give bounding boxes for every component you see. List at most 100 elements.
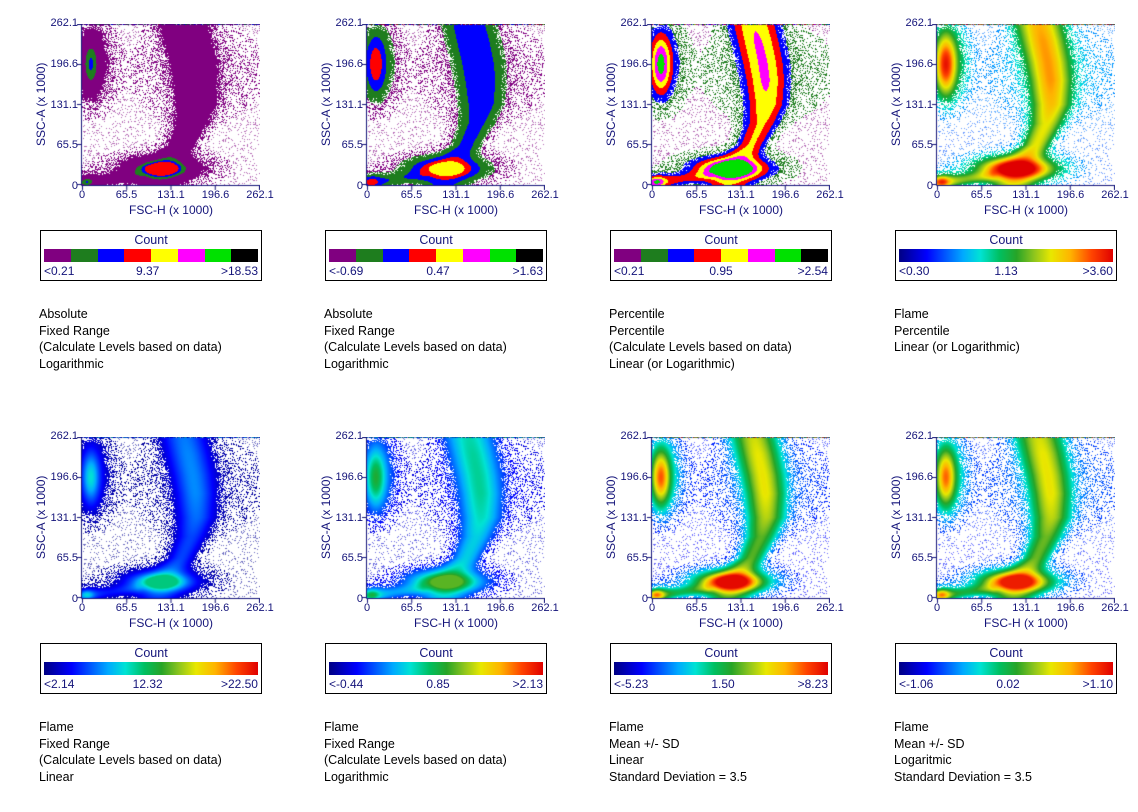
tick-label: 196.6: [771, 602, 800, 614]
tick-label: 262.1: [246, 189, 274, 201]
caption-line: Absolute: [39, 307, 88, 321]
tick-label: 196.6: [905, 57, 933, 70]
legend-title: Count: [989, 646, 1023, 660]
tick-label: 131.1: [905, 511, 933, 524]
legend-mid-value: 9.37: [135, 264, 160, 278]
x-axis-ticks: 0 65.5 131.1 196.6 262.1: [630, 602, 852, 614]
tick-label: 131.1: [157, 602, 185, 614]
caption-line: Linear: [39, 769, 74, 784]
x-axis-label: FSC-H (x 1000): [128, 203, 214, 217]
tick-label: 196.6: [1056, 602, 1085, 614]
caption-line: Percentile: [609, 323, 665, 338]
tick-label: 196.6: [50, 470, 78, 483]
tick-label: 131.1: [335, 511, 363, 524]
legend-max-value: >2.54: [797, 264, 828, 278]
tick-label: 196.6: [620, 470, 648, 483]
legend-values: <0.21 9.37 >18.53: [41, 263, 261, 278]
caption-line: Flame: [609, 720, 644, 734]
tick-label: 0: [78, 189, 86, 201]
legend-mid-value: 1.50: [711, 677, 735, 691]
x-axis-label: FSC-H (x 1000): [128, 616, 214, 630]
x-axis-label: FSC-H (x 1000): [983, 203, 1069, 217]
tick-label: 262.1: [531, 189, 559, 201]
caption-line: Linear (or Logarithmic): [894, 340, 1020, 354]
count-legend: Count <-1.06 0.02 >1.10: [895, 643, 1117, 694]
tick-label: 262.1: [816, 189, 844, 201]
density-scatter-canvas: [931, 24, 1115, 191]
y-axis-ticks: 262.1 196.6 131.1 65.5 0: [897, 17, 933, 192]
legend-min-value: <0.21: [44, 264, 75, 278]
tick-label: 65.5: [400, 189, 423, 201]
palette-swatch: [355, 249, 383, 262]
tick-label: 262.1: [905, 17, 933, 29]
caption-line: Flame: [39, 720, 74, 734]
tick-label: 131.1: [335, 98, 363, 111]
legend-values: <-0.69 0.47 >1.63: [326, 263, 546, 278]
caption-line: Logarithmic: [324, 769, 389, 784]
y-axis-ticks: 262.1 196.6 131.1 65.5 0: [897, 430, 933, 605]
caption-line: Absolute: [324, 307, 373, 321]
plot-panel: SSC-A (x 1000) 262.1 196.6 131.1 65.5 0 …: [600, 417, 885, 812]
palette-swatch: [747, 249, 775, 262]
y-axis-ticks: 262.1 196.6 131.1 65.5 0: [612, 17, 648, 192]
palette-swatch: [694, 249, 721, 262]
legend-mid-value: 0.47: [426, 264, 450, 278]
tick-label: 196.6: [1056, 189, 1085, 201]
panel-caption: Percentile Percentile (Calculate Levels …: [609, 306, 881, 372]
palette-swatch: [774, 249, 802, 262]
tick-label: 65.5: [56, 139, 78, 152]
tick-label: 65.5: [626, 139, 648, 152]
x-axis-label: FSC-H (x 1000): [983, 616, 1069, 630]
legend-min-value: <-5.23: [614, 677, 649, 691]
tick-label: 65.5: [911, 552, 933, 565]
tick-label: 0: [71, 593, 78, 605]
legend-mid-value: 0.95: [709, 264, 733, 278]
legend-title: Count: [989, 233, 1023, 247]
caption-line: Flame: [894, 307, 929, 321]
legend-mid-value: 12.32: [132, 677, 163, 691]
panel-caption: Flame Fixed Range (Calculate Levels base…: [324, 719, 596, 785]
tick-label: 131.1: [442, 189, 470, 201]
tick-label: 196.6: [905, 470, 933, 483]
x-axis-ticks: 0 65.5 131.1 196.6 262.1: [915, 602, 1137, 614]
tick-label: 131.1: [620, 98, 648, 111]
legend-min-value: <0.30: [899, 264, 930, 278]
colormap-bar: [329, 249, 543, 262]
x-axis-ticks: 0 65.5 131.1 196.6 262.1: [345, 189, 567, 201]
tick-label: 196.6: [335, 470, 363, 483]
caption-line: Fixed Range: [39, 323, 110, 338]
tick-label: 0: [356, 593, 363, 605]
caption-line: Logarithmic: [324, 356, 389, 371]
tick-label: 65.5: [341, 552, 363, 565]
panel-caption: Flame Fixed Range (Calculate Levels base…: [39, 719, 311, 785]
tick-label: 196.6: [486, 189, 515, 201]
tick-label: 65.5: [685, 602, 708, 614]
tick-label: 65.5: [56, 552, 78, 565]
count-legend: Count <2.14 12.32 >22.50: [40, 643, 262, 694]
tick-label: 0: [78, 602, 86, 614]
tick-label: 131.1: [727, 602, 755, 614]
x-axis-label: FSC-H (x 1000): [698, 616, 784, 630]
plot-panel: SSC-A (x 1000) 262.1 196.6 131.1 65.5 0 …: [30, 4, 315, 417]
x-axis-ticks: 0 65.5 131.1 196.6 262.1: [630, 189, 852, 201]
tick-label: 262.1: [816, 602, 844, 614]
tick-label: 0: [363, 189, 371, 201]
caption-line: Logaritmic: [894, 753, 952, 767]
tick-label: 0: [933, 602, 941, 614]
caption-line: Mean +/- SD: [894, 736, 965, 751]
plot-panel: SSC-A (x 1000) 262.1 196.6 131.1 65.5 0 …: [315, 417, 600, 812]
colormap-bar: [899, 249, 1113, 262]
tick-label: 131.1: [727, 189, 755, 201]
legend-max-value: >8.23: [797, 677, 828, 691]
tick-label: 65.5: [341, 139, 363, 152]
tick-label: 262.1: [1101, 189, 1129, 201]
tick-label: 0: [356, 180, 363, 192]
caption-line: Linear (or Logarithmic): [609, 356, 735, 371]
tick-label: 0: [71, 180, 78, 192]
tick-label: 65.5: [911, 139, 933, 152]
tick-label: 65.5: [115, 189, 138, 201]
tick-label: 262.1: [246, 602, 274, 614]
legend-values: <0.30 1.13 >3.60: [896, 263, 1116, 278]
legend-title: Count: [134, 233, 168, 247]
colormap-bar: [44, 662, 258, 675]
